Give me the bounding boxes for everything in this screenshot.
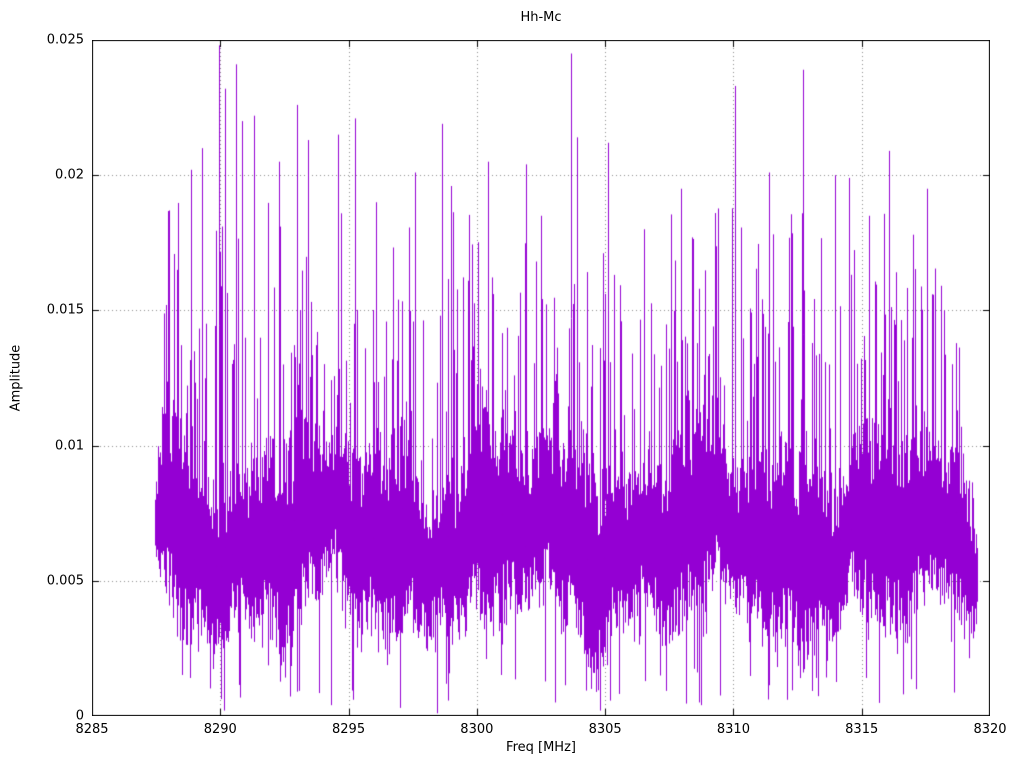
y-tick-label: 0 [75, 708, 84, 724]
y-axis-title: Amplitude [8, 344, 24, 412]
y-tick-label: 0.015 [46, 302, 84, 318]
x-axis-title: Freq [MHz] [506, 740, 576, 755]
x-tick-label: 8320 [973, 722, 1007, 737]
x-tick-label: 8285 [75, 722, 109, 737]
x-tick-label: 8305 [588, 722, 622, 737]
spectrum-canvas [92, 40, 990, 716]
y-tick-label: 0.025 [46, 32, 84, 48]
y-tick-label: 0.02 [55, 167, 84, 183]
x-tick-label: 8300 [460, 722, 494, 737]
y-tick-label: 0.005 [46, 573, 84, 589]
x-tick-label: 8315 [845, 722, 879, 737]
x-tick-label: 8310 [716, 722, 750, 737]
plot-area [92, 40, 990, 716]
x-tick-label: 8295 [332, 722, 366, 737]
chart-title: Hh-Mc [520, 10, 562, 25]
y-tick-label: 0.01 [55, 438, 84, 454]
x-tick-label: 8290 [203, 722, 237, 737]
